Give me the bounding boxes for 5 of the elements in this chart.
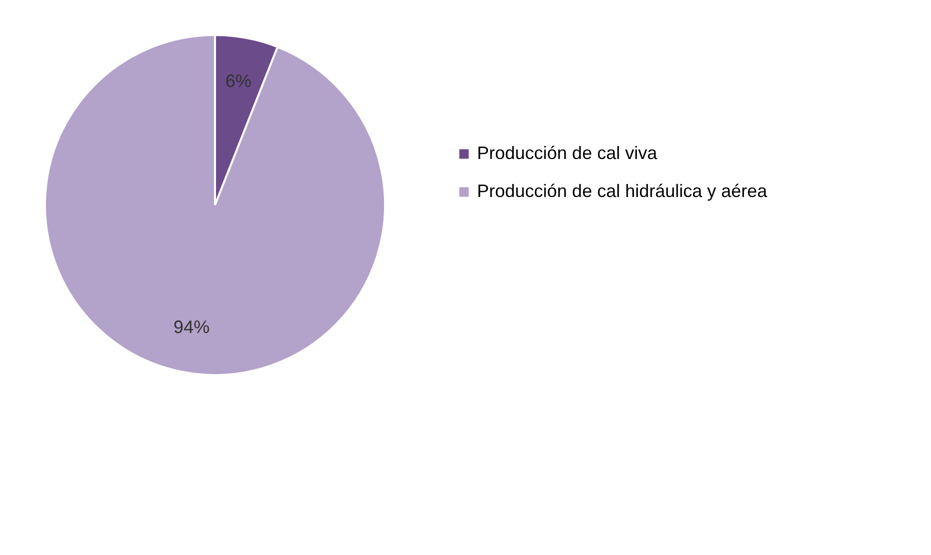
data-label: 6% [225, 71, 252, 92]
legend-label: Producción de cal viva [477, 143, 658, 163]
legend-label: Producción de cal hidráulica y aérea [477, 181, 768, 201]
pie-slice [44, 34, 386, 376]
data-label: 94% [174, 316, 210, 337]
